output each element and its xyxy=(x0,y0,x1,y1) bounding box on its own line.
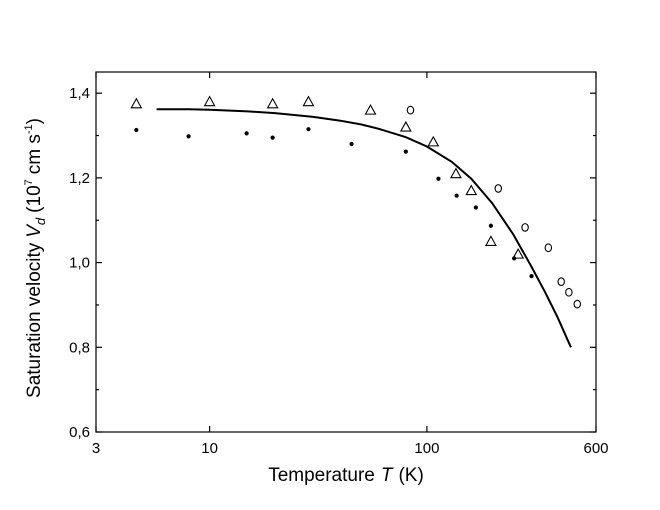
triangle-point xyxy=(512,247,525,259)
y-axis-title: Saturation velocity Vd (107 cm s-1) xyxy=(23,118,48,398)
y-axis-title-text: Saturation velocity xyxy=(24,242,45,398)
dot-point xyxy=(244,131,249,136)
triangle-point xyxy=(449,167,462,179)
y-axis-title-unit-exp2: -1 xyxy=(23,124,35,134)
triangle-point xyxy=(399,120,412,132)
dot-point xyxy=(186,134,191,139)
y-axis-title-unit-open: (10 xyxy=(24,185,45,212)
circle-point xyxy=(494,184,503,193)
circle-point xyxy=(544,243,553,253)
y-axis-title-unit-close: ) xyxy=(24,118,45,124)
triangle-point xyxy=(364,103,377,115)
x-axis-title-variable: T xyxy=(381,465,394,486)
circle-point xyxy=(557,277,565,286)
y-axis-ticks: 0,6 0,8 1,0 1,2 1,4 xyxy=(69,85,596,441)
y-tick-label: 1,0 xyxy=(69,255,90,272)
dot-point xyxy=(473,205,478,210)
plot-frame xyxy=(95,71,597,433)
dot-point xyxy=(270,135,275,140)
triangle-point xyxy=(465,184,478,196)
plot-marks xyxy=(130,95,582,348)
x-axis-ticks: 3 10 100 600 xyxy=(92,72,609,457)
x-tick-label: 100 xyxy=(414,440,439,457)
dot-point xyxy=(403,149,408,154)
y-axis-title-unit-mid: cm s xyxy=(24,134,45,174)
y-axis-title-variable: V xyxy=(24,223,45,238)
dot-point xyxy=(436,176,441,181)
triangle-point xyxy=(130,97,143,109)
x-axis-title-unit: (K) xyxy=(398,465,423,486)
dot-point xyxy=(529,274,534,279)
y-tick-label: 1,2 xyxy=(69,170,90,187)
y-tick-label: 1,4 xyxy=(69,85,90,102)
triangle-point xyxy=(266,97,279,109)
dot-point xyxy=(349,141,354,147)
circle-point xyxy=(521,223,529,232)
y-axis-title-subscript: d xyxy=(33,217,48,225)
dot-point xyxy=(512,256,517,261)
circle-point xyxy=(565,287,573,297)
triangle-point xyxy=(302,95,315,107)
y-tick-label: 0,6 xyxy=(69,424,90,441)
y-tick-label: 0,8 xyxy=(69,339,90,356)
x-tick-label: 3 xyxy=(92,440,100,457)
x-tick-label: 10 xyxy=(201,440,218,457)
dot-point xyxy=(488,223,493,228)
dot-point xyxy=(134,127,139,133)
triangle-point xyxy=(203,95,216,107)
x-tick-label: 600 xyxy=(583,440,608,457)
dot-point xyxy=(306,127,311,132)
circle-point xyxy=(573,299,582,309)
dot-point xyxy=(454,193,459,198)
x-axis-title-text: Temperature xyxy=(268,465,375,486)
x-axis-title: Temperature T (K) xyxy=(268,465,424,486)
y-axis-title-unit-exp: 7 xyxy=(23,179,35,185)
triangle-point xyxy=(484,235,497,246)
triangle-point xyxy=(427,135,440,147)
fit-curve xyxy=(156,108,572,348)
circle-point xyxy=(406,105,415,115)
